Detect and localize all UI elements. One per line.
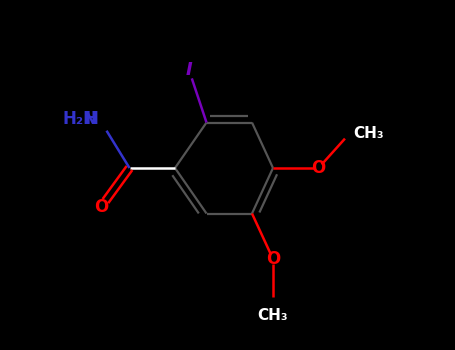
Text: O: O (94, 197, 109, 216)
Text: H: H (84, 110, 98, 128)
Text: H₂N: H₂N (63, 110, 98, 128)
Text: O: O (266, 250, 280, 268)
Text: I: I (186, 61, 192, 79)
Text: O: O (311, 159, 326, 177)
Text: CH₃: CH₃ (258, 308, 288, 323)
Text: CH₃: CH₃ (354, 126, 384, 140)
